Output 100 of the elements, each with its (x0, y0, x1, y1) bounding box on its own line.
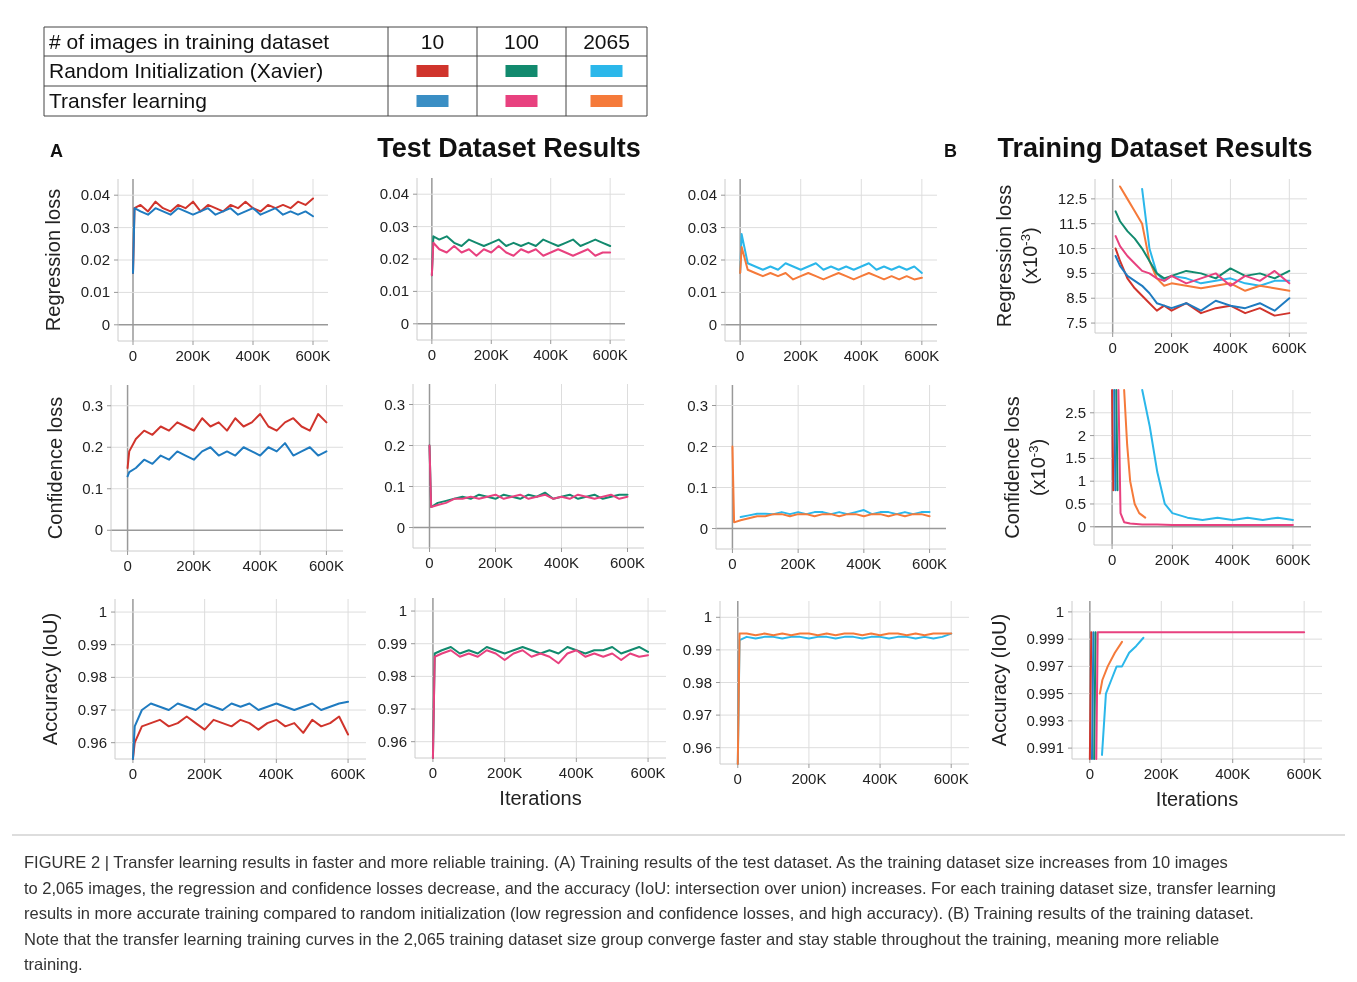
x-tick-label: 400K (862, 770, 898, 787)
y-tick-label: 0.993 (1026, 711, 1064, 729)
y-tick-label: 0.1 (384, 477, 405, 495)
y-tick-label: 0.97 (682, 706, 712, 724)
text: B (944, 141, 957, 161)
y-tick-label: 1 (1077, 472, 1086, 490)
x-tick-label: 200K (783, 347, 819, 364)
y-tick-label: 1 (703, 608, 712, 626)
y-tick-label: 0.03 (80, 218, 110, 236)
x-tick-label: 600K (295, 347, 331, 364)
y-tick-label: 0.04 (80, 186, 110, 204)
line-series (731, 445, 931, 524)
y-tick-label: 2.5 (1065, 403, 1086, 421)
y-tick-label: 0.99 (682, 640, 712, 658)
x-tick-label: 200K (1154, 551, 1190, 568)
y-tick-label: 2 (1077, 426, 1086, 444)
y-tick-label: 0.03 (687, 218, 717, 236)
y-tick-label: 9.5 (1066, 264, 1087, 282)
x-tick-label: 0 (735, 347, 745, 364)
x-tick-label: 600K (1271, 339, 1307, 356)
x-tick-label: 200K (1154, 339, 1190, 356)
x-tick-label: 600K (330, 765, 366, 782)
category-label: 10 (420, 30, 445, 53)
x-tick-label: 600K (609, 554, 646, 571)
x-tick-label: 400K (258, 765, 294, 782)
y-tick-label: 0.995 (1026, 684, 1064, 702)
y-tick-label: 0.01 (687, 283, 717, 301)
y-tick-label: 0.2 (384, 436, 405, 454)
x-tick-label: 400K (543, 554, 580, 571)
x-axis-title: Iterations (499, 787, 582, 809)
category-label: 100 (503, 30, 540, 53)
line-series (1114, 247, 1291, 317)
y-tick-label: 1 (98, 603, 107, 621)
x-tick-label: 400K (242, 557, 278, 574)
x-tick-label: 600K (933, 770, 969, 787)
y-tick-label: 0.99 (377, 634, 407, 652)
y-tick-label: 0.5 (1065, 494, 1086, 512)
x-axis-title: Iterations (1155, 788, 1239, 810)
y-tick-label: 0.997 (1026, 657, 1064, 675)
text: Test Dataset Results (377, 133, 641, 163)
category-label: Random Initialization (Xavier) (49, 59, 324, 82)
x-tick-label: 200K (1143, 765, 1179, 782)
line-series (428, 444, 629, 508)
category-label: 2065 (583, 30, 630, 53)
y-tick-label: 0.02 (80, 251, 110, 268)
y-tick-label: 0.03 (379, 217, 409, 235)
y-tick-label: 0.02 (379, 250, 409, 267)
y-tick-label: 0.1 (82, 479, 103, 497)
y-tick-label: 0.99 (77, 635, 107, 653)
x-tick-label: 200K (477, 554, 514, 571)
line-series (739, 233, 923, 274)
text: # of images in training dataset (49, 30, 330, 53)
y-tick-label: 0.97 (77, 701, 107, 719)
y-tick-label: 10.5 (1057, 239, 1087, 257)
x-tick-label: 0 (128, 347, 138, 364)
y-tick-label: 0.96 (77, 733, 107, 751)
x-tick-label: 400K (1215, 551, 1251, 568)
x-tick-label: 400K (235, 347, 271, 364)
x-tick-label: 600K (912, 555, 948, 572)
y-tick-label: 0.999 (1026, 630, 1064, 648)
x-tick-label: 0 (1107, 551, 1117, 568)
y-tick-label: 0.98 (682, 673, 712, 691)
y-tick-label: 0.01 (80, 283, 110, 301)
y-tick-label: 0.3 (82, 396, 103, 414)
y-tick-label: 0.1 (687, 478, 708, 496)
x-tick-label: 0 (128, 765, 138, 782)
x-tick-label: 600K (904, 347, 940, 364)
y-tick-label: 0 (94, 521, 103, 539)
y-axis-title: Accuracy (IoU) (39, 612, 61, 746)
x-tick-label: 0 (728, 555, 737, 572)
y-tick-label: 0 (400, 314, 409, 332)
line-series (131, 700, 350, 760)
x-tick-label: 400K (1212, 339, 1248, 356)
caption: FIGURE 2 | Transfer learning results in faster and more reliable training. (A) Training results of the test dataset. As the training dataset size increases from 10 images to 2,065 images, the regression and confidence losses decrease, and the accuracy (IoU: intersection over union) increases. For each training dataset size, transfer learning results in more accurate training compared to random initialization (low regression and confidence losses, and high accuracy). (B) Training results of the training dataset. Note that the transfer learning training curves in the 2,065 training dataset size group converge faster and stay stable throughout the training, meaning more reliable training. (24, 853, 1276, 973)
line-series (1101, 636, 1145, 756)
x-tick-label: 600K (308, 557, 344, 574)
y-tick-label: 11.5 (1058, 214, 1087, 232)
y-tick-label: 0 (101, 315, 110, 333)
y-tick-label: 1 (398, 602, 407, 620)
x-tick-label: 400K (843, 347, 879, 364)
y-tick-label: 0.01 (379, 282, 409, 300)
line-series (1141, 389, 1294, 521)
y-tick-label: 0.2 (82, 438, 103, 456)
line-series (1123, 389, 1147, 519)
x-tick-label: 600K (1275, 551, 1311, 568)
x-tick-label: 200K (780, 555, 816, 572)
x-tick-label: 200K (175, 347, 211, 364)
y-tick-label: 0.3 (687, 396, 708, 414)
x-tick-label: 0 (1108, 339, 1117, 356)
y-tick-label: 0 (708, 315, 717, 333)
y-axis-title: Regression loss (42, 188, 64, 332)
x-tick-label: 400K (846, 555, 882, 572)
x-tick-label: 600K (630, 764, 666, 781)
x-tick-label: 400K (558, 764, 594, 781)
x-tick-label: 200K (187, 765, 223, 782)
y-tick-label: 0.98 (377, 667, 407, 685)
x-tick-label: 0 (425, 554, 434, 571)
line-series (1141, 187, 1291, 287)
line-series (126, 413, 328, 469)
x-tick-label: 200K (487, 764, 523, 781)
